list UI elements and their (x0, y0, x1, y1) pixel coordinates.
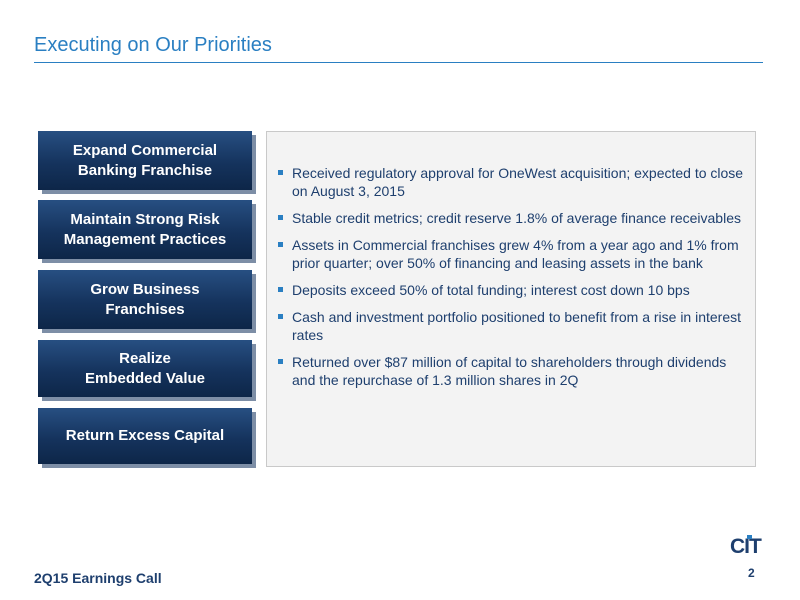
page-number: 2 (748, 566, 755, 580)
bullet-text: Assets in Commercial franchises grew 4% … (292, 237, 739, 271)
priority-box-risk-management: Maintain Strong Risk Management Practice… (38, 200, 252, 259)
bullet-item: Cash and investment portfolio positioned… (275, 308, 751, 344)
bullet-text: Received regulatory approval for OneWest… (292, 165, 744, 199)
bullet-item: Assets in Commercial franchises grew 4% … (275, 236, 751, 272)
priority-label: Grow Business Franchises (90, 280, 200, 318)
logo-accent (747, 535, 752, 539)
bullet-list: Received regulatory approval for OneWest… (275, 164, 751, 398)
priority-label: Return Excess Capital (65, 427, 225, 444)
bullet-item: Deposits exceed 50% of total funding; in… (275, 281, 751, 299)
priority-box-embedded-value: Realize Embedded Value (38, 340, 252, 397)
priority-box-excess-capital: Return Excess Capital (38, 408, 252, 464)
square-bullet-icon (278, 314, 283, 319)
square-bullet-icon (278, 170, 283, 175)
bullet-text: Returned over $87 million of capital to … (292, 354, 727, 388)
cit-logo-icon: CIT (730, 535, 763, 556)
square-bullet-icon (278, 242, 283, 247)
priority-label: Expand Commercial Banking Franchise (72, 141, 218, 179)
square-bullet-icon (278, 287, 283, 292)
bullet-item: Returned over $87 million of capital to … (275, 353, 751, 389)
bullet-item: Stable credit metrics; credit reserve 1.… (275, 209, 751, 227)
priority-label: Maintain Strong Risk Management Practice… (63, 210, 227, 248)
bullet-text: Cash and investment portfolio positioned… (292, 309, 742, 343)
title-divider (34, 62, 763, 63)
square-bullet-icon (278, 215, 283, 220)
priority-box-expand-commercial: Expand Commercial Banking Franchise (38, 131, 252, 190)
footer-event-label: 2Q15 Earnings Call (34, 570, 162, 586)
bullets-panel: Received regulatory approval for OneWest… (266, 131, 756, 467)
bullet-text: Deposits exceed 50% of total funding; in… (292, 282, 690, 298)
bullet-item: Received regulatory approval for OneWest… (275, 164, 751, 200)
priority-label: Realize Embedded Value (84, 349, 206, 387)
logo-text: CIT (730, 535, 762, 556)
bullet-text: Stable credit metrics; credit reserve 1.… (292, 210, 741, 226)
priority-box-grow-business: Grow Business Franchises (38, 270, 252, 329)
slide-title: Executing on Our Priorities (34, 34, 272, 56)
square-bullet-icon (278, 359, 283, 364)
